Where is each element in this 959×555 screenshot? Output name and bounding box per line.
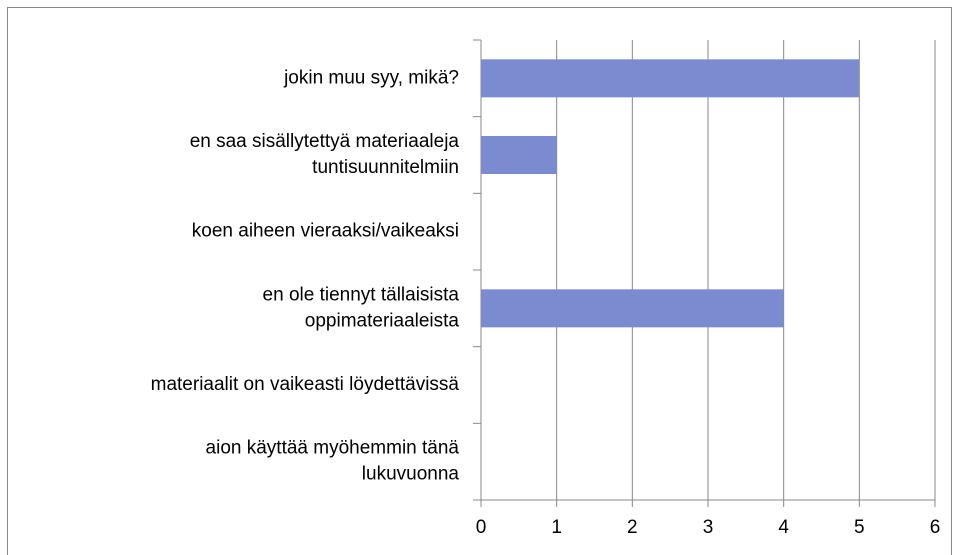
y-tick-label: materiaalit on vaikeasti löydettävissä [151, 374, 460, 395]
x-tick-label: 5 [854, 517, 865, 538]
y-tick-label: koen aiheen vieraaksi/vaikeaksi [192, 221, 459, 242]
label-line: koen aiheen vieraaksi/vaikeaksi [192, 221, 459, 242]
label-line: lukuvuonna [357, 464, 460, 485]
label-line: en saa sisällytettyä materiaaleja [190, 131, 460, 152]
y-tick-label: en saa sisällytettyä materiaaleja tuntis… [190, 131, 460, 178]
bar [481, 59, 860, 98]
label-line: oppimateriaaleista [300, 310, 460, 331]
label-line: tuntisuunnitelmiin [307, 157, 459, 178]
chart-frame [7, 7, 952, 555]
y-tick-label: en ole tiennyt tällaisista oppimateriaal… [263, 284, 460, 331]
y-tick-label: jokin muu syy, mikä? [283, 67, 459, 88]
x-tick-label: 0 [476, 517, 487, 538]
x-tick-label: 3 [703, 517, 714, 538]
label-line: aion käyttää myöhemmin tänä [206, 438, 460, 459]
x-tick-label: 4 [778, 517, 789, 538]
label-line: materiaalit on vaikeasti löydettävissä [151, 374, 460, 395]
label-line: jokin muu syy, mikä? [283, 67, 459, 88]
x-tick-label: 2 [627, 517, 638, 538]
bar [481, 289, 784, 328]
label-line: en ole tiennyt tällaisista [263, 284, 460, 305]
y-tick-label: aion käyttää myöhemmin tänä lukuvuonna [206, 438, 460, 485]
x-tick-label: 6 [930, 517, 941, 538]
x-tick-label: 1 [551, 517, 562, 538]
bar [481, 136, 557, 174]
